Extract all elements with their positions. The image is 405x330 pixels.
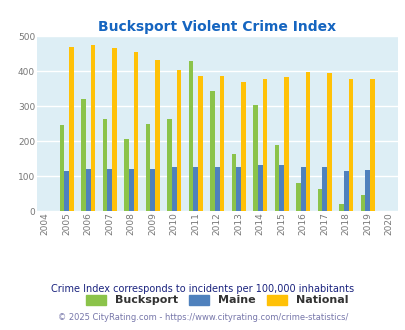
Bar: [326, 73, 331, 211]
Bar: [81, 99, 85, 211]
Bar: [322, 167, 326, 211]
Bar: [124, 140, 128, 211]
Bar: [176, 70, 181, 211]
Bar: [64, 171, 69, 211]
Bar: [295, 182, 300, 211]
Bar: [128, 169, 133, 211]
Bar: [348, 79, 352, 211]
Bar: [257, 165, 262, 211]
Bar: [112, 48, 117, 211]
Bar: [343, 171, 348, 211]
Bar: [305, 72, 309, 211]
Bar: [155, 60, 160, 211]
Bar: [167, 118, 171, 211]
Bar: [198, 76, 202, 211]
Bar: [214, 167, 219, 211]
Bar: [252, 105, 257, 211]
Bar: [188, 61, 193, 211]
Bar: [107, 169, 112, 211]
Bar: [219, 76, 224, 211]
Bar: [317, 189, 322, 211]
Bar: [369, 79, 374, 211]
Bar: [262, 79, 266, 211]
Text: Crime Index corresponds to incidents per 100,000 inhabitants: Crime Index corresponds to incidents per…: [51, 284, 354, 294]
Text: © 2025 CityRating.com - https://www.cityrating.com/crime-statistics/: © 2025 CityRating.com - https://www.city…: [58, 313, 347, 322]
Legend: Bucksport, Maine, National: Bucksport, Maine, National: [81, 290, 352, 310]
Bar: [279, 165, 284, 211]
Bar: [171, 167, 176, 211]
Title: Bucksport Violent Crime Index: Bucksport Violent Crime Index: [98, 20, 335, 34]
Bar: [284, 77, 288, 211]
Bar: [241, 82, 245, 211]
Bar: [231, 154, 236, 211]
Bar: [150, 169, 155, 211]
Bar: [236, 167, 241, 211]
Bar: [274, 146, 279, 211]
Bar: [338, 204, 343, 211]
Bar: [90, 46, 95, 211]
Bar: [85, 169, 90, 211]
Bar: [133, 52, 138, 211]
Bar: [210, 90, 214, 211]
Bar: [193, 167, 198, 211]
Bar: [102, 119, 107, 211]
Bar: [60, 125, 64, 211]
Bar: [360, 195, 364, 211]
Bar: [145, 124, 150, 211]
Bar: [300, 167, 305, 211]
Bar: [364, 170, 369, 211]
Bar: [69, 47, 74, 211]
